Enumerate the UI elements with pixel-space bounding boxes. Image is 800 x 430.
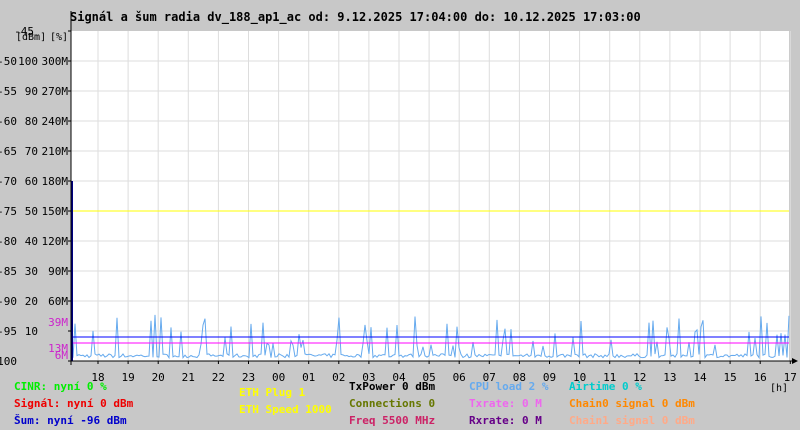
rate-tick-label: 13M (48, 342, 68, 355)
dbm-tick-label: -75 (0, 205, 17, 218)
rate-tick-label: 240M (42, 115, 69, 128)
legend-entry: Signál: nyní 0 dBm (14, 397, 134, 410)
legend-entry: Chain1 signal 0 dBm (569, 414, 695, 427)
pct-tick-label: 30 (25, 265, 38, 278)
x-tick-label: 13 (663, 371, 676, 384)
tick-labels: -45-50-55-60-65-70-75-80-85-90-95-100100… (0, 25, 797, 394)
dbm-tick-label: -85 (0, 265, 17, 278)
rate-tick-label: 39M (48, 316, 68, 329)
rate-tick-label: 150M (42, 205, 69, 218)
x-tick-label: 11 (603, 371, 616, 384)
x-tick-label: 19 (121, 371, 134, 384)
dbm-tick-label: -95 (0, 325, 17, 338)
x-tick-label: 15 (723, 371, 736, 384)
x-tick-label: 03 (362, 371, 375, 384)
reference-lines (71, 181, 789, 361)
legend-entry: Txrate: 0 M (469, 397, 542, 410)
dbm-tick-label: -90 (0, 295, 17, 308)
x-tick-label: 07 (483, 371, 496, 384)
series-layer (72, 314, 790, 360)
pct-tick-label: 90 (25, 85, 38, 98)
rate-tick-label: 6M (55, 349, 69, 362)
dbm-tick-label: -65 (0, 145, 17, 158)
rate-tick-label: 270M (42, 85, 69, 98)
x-tick-label: 21 (182, 371, 195, 384)
legend-entry: Šum: nyní -96 dBm (14, 414, 127, 427)
legend-entry: Connections 0 (349, 397, 436, 410)
rate-tick-label: 180M (42, 175, 69, 188)
dbm-tick-label: -45 (14, 25, 34, 38)
pct-tick-label: 10 (25, 325, 38, 338)
dbm-tick-label: -100 (0, 355, 17, 368)
chart-title: Signál a šum radia dv_188_ap1_ac od: 9.1… (70, 10, 641, 25)
x-tick-label: 01 (302, 371, 315, 384)
x-tick-label: 05 (422, 371, 435, 384)
dbm-tick-label: -55 (0, 85, 17, 98)
x-tick-label: 18 (91, 371, 104, 384)
x-tick-label: 22 (212, 371, 225, 384)
x-tick-label: 08 (513, 371, 526, 384)
series-cpu-load (72, 314, 790, 360)
legend-entry: Airtime 0 % (569, 380, 642, 393)
pct-tick-label: 80 (25, 115, 38, 128)
x-tick-label: 12 (633, 371, 646, 384)
x-unit-label: [h] (770, 383, 788, 394)
pct-tick-label: 20 (25, 295, 38, 308)
x-tick-label: 04 (392, 371, 406, 384)
dbm-tick-label: -80 (0, 235, 17, 248)
x-tick-label: 10 (573, 371, 586, 384)
rate-tick-label: 210M (42, 145, 69, 158)
x-tick-label: 14 (693, 371, 707, 384)
rate-tick-label: 60M (48, 295, 68, 308)
pct-tick-label: 60 (25, 175, 38, 188)
legend-entry: Chain0 signal 0 dBm (569, 397, 695, 410)
legend-entry: ETH Speed 1000 (239, 403, 332, 416)
rate-tick-label: 120M (42, 235, 69, 248)
axes (68, 11, 798, 365)
legend-entry: ETH Plug 1 (239, 386, 306, 399)
pct-tick-label: 100 (18, 55, 38, 68)
x-tick-label: 06 (453, 371, 466, 384)
x-tick-label: 23 (242, 371, 255, 384)
legend-entry: CPU load 2 % (469, 380, 549, 393)
legend-entry: Freq 5500 MHz (349, 414, 436, 427)
x-tick-label: 00 (272, 371, 285, 384)
dbm-tick-label: -60 (0, 115, 17, 128)
pct-tick-label: 50 (25, 205, 38, 218)
rate-tick-label: 90M (48, 265, 68, 278)
legend-entry: Rxrate: 0 M (469, 414, 542, 427)
x-tick-label: 17 (784, 371, 797, 384)
x-tick-label: 02 (332, 371, 345, 384)
pct-tick-label: 70 (25, 145, 38, 158)
dbm-tick-label: -70 (0, 175, 17, 188)
pct-tick-label: 40 (25, 235, 38, 248)
legend-entry: TxPower 0 dBm (349, 380, 436, 393)
plot-area (71, 31, 789, 361)
pct-unit-label: [%] (50, 32, 68, 43)
legend-entry: CINR: nyní 0 % (14, 380, 107, 393)
x-axis-arrow (792, 358, 798, 364)
dbm-tick-label: -50 (0, 55, 17, 68)
x-tick-label: 16 (754, 371, 767, 384)
x-tick-label: 20 (152, 371, 165, 384)
rate-tick-label: 300M (42, 55, 69, 68)
dbm-unit-label: [dBm] (16, 32, 46, 43)
x-tick-label: 09 (543, 371, 556, 384)
